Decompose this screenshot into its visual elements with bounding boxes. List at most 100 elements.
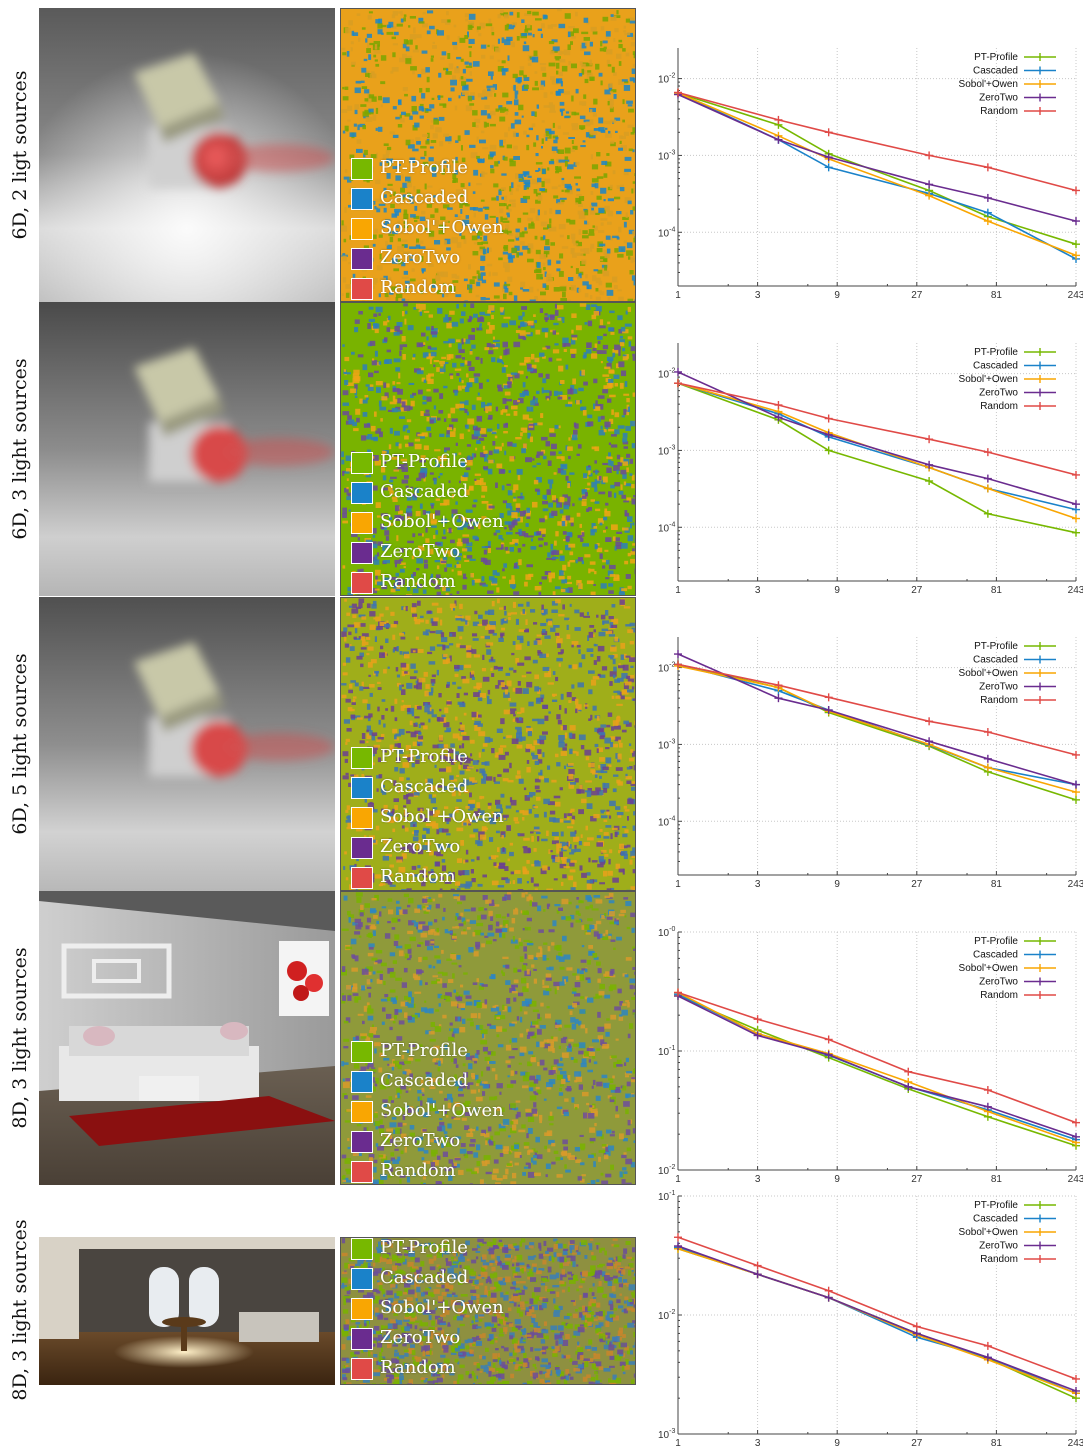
x-tick-label: 81	[991, 585, 1003, 595]
data-point	[753, 1015, 762, 1024]
x-tick-label: 3	[755, 1174, 761, 1184]
data-point	[1072, 470, 1080, 479]
data-point	[774, 135, 783, 144]
data-point	[1072, 1132, 1080, 1141]
x-tick-label: 1	[675, 1438, 681, 1448]
series-line	[677, 653, 1077, 786]
data-point	[824, 1035, 833, 1044]
legend-swatch	[351, 1131, 373, 1153]
sampler-map-1: PT-Profile Cascaded Sobol'+Owen ZeroTwo Rand…	[340, 8, 636, 302]
legend-label: Random	[380, 1357, 456, 1378]
chart-legend-label: ZeroTwo	[979, 388, 1018, 399]
series-line	[677, 1248, 1077, 1399]
series-line	[677, 92, 1077, 257]
legend-label: PT-Profile	[380, 157, 468, 178]
data-point	[925, 191, 934, 200]
chart-legend-label: Sobol'+Owen	[959, 374, 1018, 385]
data-point	[674, 988, 682, 997]
data-point	[983, 208, 992, 217]
data-point	[983, 1086, 992, 1095]
data-point	[1072, 1386, 1080, 1395]
legend-label: Sobol'+Owen	[380, 1100, 504, 1121]
y-tick-label: 10-3	[658, 1428, 675, 1441]
series-line	[677, 382, 1077, 534]
legend-label: Random	[380, 1160, 456, 1181]
chart-legend-label: Random	[980, 695, 1018, 706]
legend-label: Sobol'+Owen	[380, 1297, 504, 1318]
legend-swatch	[351, 1041, 373, 1063]
legend-label: Random	[380, 866, 456, 887]
render-image-2	[39, 302, 335, 596]
x-tick-label: 27	[911, 1174, 923, 1184]
chart-legend-label: Cascaded	[973, 361, 1018, 372]
render-image-3	[39, 597, 335, 891]
legend-swatch	[351, 1071, 373, 1093]
data-point	[824, 446, 833, 455]
data-point	[983, 1102, 992, 1111]
y-tick-label: 10-1	[658, 1190, 675, 1203]
chart-legend-label: PT-Profile	[974, 936, 1018, 947]
y-tick-label: 10-2	[658, 1164, 675, 1177]
row-label-5: 8D, 3 light sources	[9, 1219, 31, 1401]
legend-label: ZeroTwo	[380, 1130, 461, 1151]
error-chart-5: 1 3 9 27 81 243 10-1 10-2 10-3 PT-Profile Cascaded…	[640, 1186, 1083, 1448]
x-tick-label: 81	[991, 879, 1003, 889]
legend-swatch	[351, 1101, 373, 1123]
noise-pattern	[341, 303, 635, 595]
sampler-map-3: PT-Profile Cascaded Sobol'+Owen ZeroTwo Rand…	[340, 597, 636, 891]
series-line	[677, 93, 1077, 222]
series-line	[677, 991, 1077, 1144]
noise-pattern	[341, 598, 635, 890]
render-image-5	[39, 1237, 335, 1385]
series-line	[677, 382, 1077, 511]
legend-label: Cascaded	[380, 776, 469, 797]
x-tick-label: 243	[1068, 290, 1083, 300]
sampler-map-5: PT-Profile Cascaded Sobol'+Owen ZeroTwo Rand…	[340, 1237, 636, 1385]
data-point	[674, 1242, 682, 1251]
x-tick-label: 9	[834, 585, 840, 595]
legend-label: Sobol'+Owen	[380, 217, 504, 238]
data-point	[824, 430, 833, 439]
data-point	[983, 474, 992, 483]
chart-legend-label: Sobol'+Owen	[959, 668, 1018, 679]
sampler-map-2: PT-Profile Cascaded Sobol'+Owen ZeroTwo Rand…	[340, 302, 636, 596]
chart-legend-label: Random	[980, 1254, 1018, 1265]
legend-swatch	[351, 158, 373, 180]
row-label-4: 8D, 3 light sources	[9, 947, 31, 1129]
data-point	[824, 163, 833, 172]
error-chart-2: 1 3 9 27 81 243 10-2 10-3 10-4 PT-Profile Cascaded…	[640, 333, 1083, 595]
data-point	[904, 1067, 913, 1076]
data-point	[925, 460, 934, 469]
y-tick-label: 10-1	[658, 1045, 675, 1058]
data-point	[824, 1286, 833, 1295]
data-point	[983, 448, 992, 457]
x-tick-label: 27	[911, 879, 923, 889]
legend-swatch	[351, 572, 373, 594]
x-tick-label: 9	[834, 1174, 840, 1184]
legend-label: PT-Profile	[380, 1040, 468, 1061]
chart-legend-label: Random	[980, 106, 1018, 117]
legend-swatch	[351, 1328, 373, 1350]
legend-swatch	[351, 482, 373, 504]
chart-legend-label: Sobol'+Owen	[959, 963, 1018, 974]
chart-legend-label: PT-Profile	[974, 641, 1018, 652]
data-point	[925, 435, 934, 444]
legend-swatch	[351, 188, 373, 210]
error-chart-4: 1 3 9 27 81 243 10-0 10-1 10-2 PT-Profile Cascaded…	[640, 922, 1083, 1184]
series-line	[677, 993, 1077, 1141]
x-tick-label: 243	[1068, 879, 1083, 889]
legend-label: Cascaded	[380, 481, 469, 502]
data-point	[983, 484, 992, 493]
chart-legend-label: ZeroTwo	[979, 682, 1018, 693]
data-point	[1072, 217, 1080, 226]
data-point	[674, 379, 682, 388]
data-point	[824, 1293, 833, 1302]
y-tick-label: 10-2	[658, 1309, 675, 1322]
row-label-2: 6D, 3 light sources	[9, 358, 31, 540]
x-tick-label: 81	[991, 290, 1003, 300]
series-line	[677, 665, 1077, 793]
data-point	[983, 217, 992, 226]
x-tick-label: 27	[911, 290, 923, 300]
series-line	[677, 663, 1077, 756]
x-tick-label: 81	[991, 1174, 1003, 1184]
